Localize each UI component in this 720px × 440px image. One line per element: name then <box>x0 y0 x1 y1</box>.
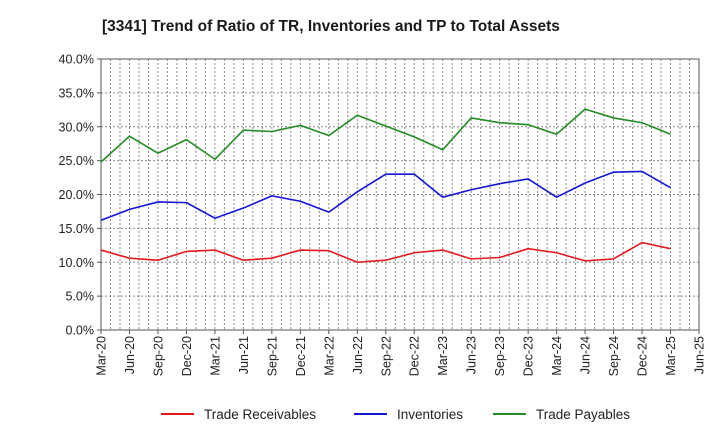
x-tick-label: Jun-20 <box>123 336 137 374</box>
x-tick-label: Jun-22 <box>351 336 365 374</box>
y-tick-label: 0.0% <box>66 324 95 338</box>
y-tick-label: 40.0% <box>59 53 94 67</box>
x-tick-label: Dec-24 <box>636 336 650 376</box>
x-tick-label: Mar-23 <box>436 336 450 376</box>
grid <box>100 58 700 331</box>
x-tick-label: Sep-21 <box>265 336 279 376</box>
series-line-trade-receivables <box>100 241 671 264</box>
x-tick-label: Jun-25 <box>693 336 707 374</box>
chart-title: [3341] Trend of Ratio of TR, Inventories… <box>102 18 560 35</box>
legend-label-trade-receivables: Trade Receivables <box>204 407 316 422</box>
y-tick-label: 15.0% <box>59 222 94 236</box>
x-tick-label: Dec-21 <box>294 336 308 376</box>
x-tick-label: Mar-21 <box>208 336 222 376</box>
y-axis-ticks: 0.0% 5.0% 10.0% 15.0% 20.0% 25.0% 30.0% 35.0% 40… <box>59 53 101 338</box>
x-tick-label: Mar-22 <box>322 336 336 376</box>
x-tick-label: Mar-24 <box>550 336 564 376</box>
y-tick-label: 25.0% <box>59 154 94 168</box>
x-tick-label: Dec-22 <box>408 336 422 376</box>
x-tick-label: Sep-24 <box>607 336 621 376</box>
legend-label-inventories: Inventories <box>397 407 463 422</box>
x-tick-label: Mar-20 <box>95 336 109 376</box>
x-tick-label: Jun-24 <box>579 336 593 374</box>
y-tick-label: 30.0% <box>59 120 94 134</box>
x-tick-label: Sep-23 <box>493 336 507 376</box>
y-tick-label: 10.0% <box>59 256 94 270</box>
series-line-inventories <box>100 170 671 221</box>
x-tick-label: Sep-20 <box>151 336 165 376</box>
x-tick-label: Dec-23 <box>522 336 536 376</box>
x-tick-label: Jun-23 <box>465 336 479 374</box>
legend-label-trade-payables: Trade Payables <box>536 407 630 422</box>
y-tick-label: 5.0% <box>66 290 95 304</box>
x-tick-label: Mar-25 <box>664 336 678 376</box>
x-tick-label: Dec-20 <box>180 336 194 376</box>
x-axis-ticks: Mar-20 Jun-20 Sep-20 Dec-20 Mar-21 Jun-21 Sep-… <box>95 330 707 376</box>
series-line-trade-payables <box>100 108 671 163</box>
x-tick-label: Jun-21 <box>237 336 251 374</box>
y-tick-label: 35.0% <box>59 86 94 100</box>
legend: Trade Receivables Inventories Trade Payabl… <box>161 407 630 422</box>
x-tick-label: Sep-22 <box>379 336 393 376</box>
series-lines <box>100 108 671 264</box>
y-tick-label: 20.0% <box>59 188 94 202</box>
